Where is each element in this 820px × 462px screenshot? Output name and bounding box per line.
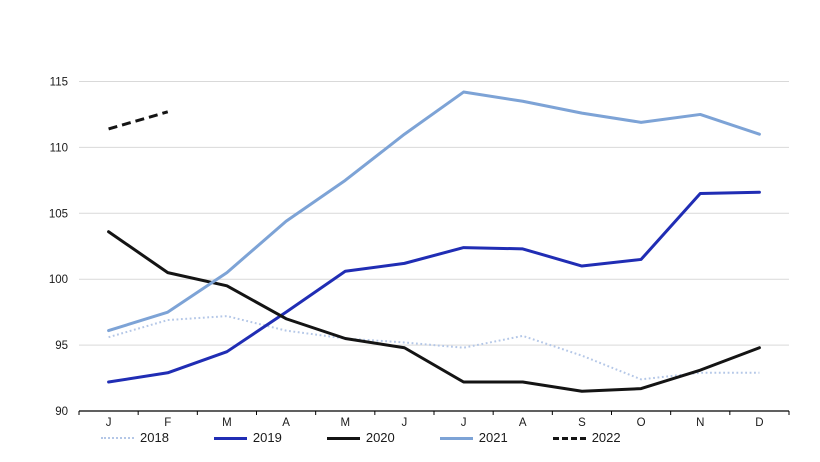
legend-label: 2022 xyxy=(591,430,621,445)
series-line-2019 xyxy=(107,190,761,384)
legend-item-2018: 2018 xyxy=(101,429,169,447)
legend-label: 2019 xyxy=(252,430,282,445)
x-axis-tick-label: A xyxy=(519,417,527,429)
legend-item-2020: 2020 xyxy=(326,429,395,447)
legend-item-2019: 2019 xyxy=(213,429,282,447)
legend-swatch-solid-line xyxy=(326,436,360,440)
x-axis-tick-label: J xyxy=(461,417,467,429)
series-line-2021 xyxy=(107,90,761,333)
legend-swatch-solid-line xyxy=(213,436,247,440)
legend-item-2021: 2021 xyxy=(439,429,508,447)
y-axis-tick-label: 100 xyxy=(49,274,68,286)
legend-swatch-solid-line xyxy=(439,436,473,440)
y-axis-tick-label: 95 xyxy=(55,340,68,352)
legend-swatch-dashed-line xyxy=(552,436,586,440)
legend-label: 2018 xyxy=(140,430,169,445)
x-axis-tick-label: J xyxy=(106,417,112,429)
x-axis-tick-label: A xyxy=(282,417,290,429)
legend-label: 2020 xyxy=(365,430,395,445)
legend-label: 2021 xyxy=(478,430,508,445)
series-line-2020 xyxy=(107,230,761,393)
y-axis-tick-label: 90 xyxy=(55,406,68,418)
y-axis-tick-label: 115 xyxy=(50,77,68,89)
chart-legend: 2018 2019 2020 2021 2022 xyxy=(101,429,621,447)
x-axis-tick-label: O xyxy=(637,417,646,429)
series-line-2018 xyxy=(108,315,760,381)
x-axis-tick-label: D xyxy=(755,417,763,429)
x-axis-tick-label: M xyxy=(222,417,232,429)
x-axis-tick-label: J xyxy=(402,417,408,429)
x-axis-tick-label: N xyxy=(696,417,704,429)
legend-swatch-dotted-line xyxy=(101,437,134,439)
x-axis-tick-label: M xyxy=(340,417,350,429)
x-axis-tick-label: F xyxy=(164,417,171,429)
legend-item-2022: 2022 xyxy=(552,429,621,447)
y-axis-tick-label: 110 xyxy=(50,142,68,154)
series-line-2022 xyxy=(108,110,169,131)
y-axis-tick-label: 105 xyxy=(49,208,68,220)
x-axis-tick-label: S xyxy=(578,417,586,429)
